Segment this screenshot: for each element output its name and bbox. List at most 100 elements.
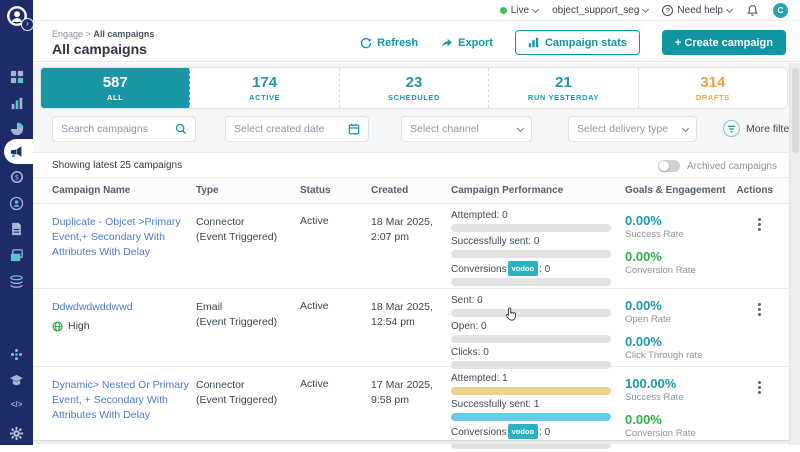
- apps-sparkle-icon[interactable]: [0, 348, 33, 361]
- col-campaign-name: Campaign Name: [52, 185, 131, 196]
- tab-all[interactable]: 587 ALL: [41, 68, 191, 108]
- scrollbar-thumb[interactable]: [792, 68, 799, 153]
- export-button[interactable]: Export: [440, 37, 493, 49]
- metric-label: Attempted: 1: [451, 373, 508, 384]
- developer-code-icon[interactable]: </>: [10, 400, 23, 409]
- user-avatar[interactable]: C: [773, 2, 788, 18]
- onsite-windows-icon[interactable]: [0, 248, 33, 263]
- status-value: Active: [300, 215, 329, 227]
- performance-bar[interactable]: [451, 224, 611, 232]
- campaigns-megaphone-icon[interactable]: [0, 144, 33, 159]
- page-header: Engage > All campaigns All campaigns Ref…: [33, 22, 800, 62]
- tab-run-yesterday[interactable]: 21 RUN YESTERDAY: [489, 68, 639, 108]
- settings-gear-icon[interactable]: [0, 426, 33, 441]
- need-help-menu[interactable]: ? Need help: [662, 4, 734, 16]
- goal-value: 0.00%: [625, 334, 662, 349]
- created-time: 12:54 pm: [371, 316, 415, 328]
- campaign-name-link[interactable]: Ddwdwdwddwwd: [52, 301, 133, 313]
- delivery-type-select[interactable]: Select delivery type: [568, 116, 697, 142]
- audience-target-icon[interactable]: [0, 196, 33, 211]
- topbar: Live object_support_seg ? Need help C: [33, 0, 800, 21]
- goal-badge: vodoo: [507, 424, 539, 439]
- bar-chart-icon: [528, 37, 539, 48]
- performance-bar[interactable]: [451, 250, 611, 258]
- row-actions-menu[interactable]: [747, 303, 771, 316]
- monetize-coin-icon[interactable]: $: [0, 170, 33, 184]
- search-icon: [175, 123, 187, 135]
- goal-label: Conversion Rate: [625, 265, 696, 276]
- goal-badge: vodoo: [507, 261, 539, 276]
- bell-icon: [747, 4, 758, 16]
- goal-label: Success Rate: [625, 229, 684, 240]
- table-row: Duplicate - Objcet >Primary Event,+ Seco…: [33, 204, 789, 289]
- created-date: 18 Mar 2025,: [371, 216, 433, 228]
- academy-cap-icon[interactable]: [0, 374, 33, 387]
- campaign-name-link[interactable]: Dynamic> Nested Or Primary Event, + Seco…: [52, 379, 189, 421]
- archived-campaigns-toggle[interactable]: [657, 160, 680, 172]
- performance-bar[interactable]: [451, 278, 611, 286]
- calendar-icon: [348, 123, 360, 135]
- metric-label: Attempted: 0: [451, 210, 508, 221]
- performance-bar[interactable]: [451, 413, 611, 421]
- list-meta-row: Showing latest 25 campaigns Archived cam…: [33, 152, 789, 178]
- row-actions-menu[interactable]: [747, 218, 771, 231]
- chevron-down-icon: [642, 5, 650, 13]
- status-tabs: 587 ALL 174 ACTIVE 23 SCHEDULED 21 RUN Y…: [40, 67, 788, 109]
- campaign-type-sub: (Event Triggered): [196, 231, 278, 243]
- tab-scheduled[interactable]: 23 SCHEDULED: [340, 68, 490, 108]
- horizontal-scrollbar[interactable]: [33, 440, 789, 444]
- performance-bar[interactable]: [451, 335, 611, 343]
- col-actions: Actions: [736, 185, 773, 196]
- environment-switcher[interactable]: Live: [499, 5, 540, 16]
- segments-pie-icon[interactable]: [0, 122, 33, 136]
- refresh-button[interactable]: Refresh: [360, 37, 418, 49]
- help-icon: ?: [662, 4, 674, 16]
- main-content: 587 ALL 174 ACTIVE 23 SCHEDULED 21 RUN Y…: [33, 63, 800, 449]
- metric-label: Sent: 0: [451, 295, 483, 306]
- dashboard-grid-icon[interactable]: [0, 70, 33, 84]
- vertical-scrollbar[interactable]: [789, 63, 800, 445]
- sidebar-expand-button[interactable]: ›: [21, 18, 34, 31]
- kebab-menu-icon: [757, 303, 761, 316]
- metric-label: Successfully sent: 0: [451, 236, 540, 247]
- notifications-button[interactable]: [746, 4, 759, 17]
- need-help-label: Need help: [677, 4, 723, 16]
- refresh-icon: [360, 37, 372, 48]
- create-campaign-button[interactable]: + Create campaign: [661, 30, 786, 55]
- channel-select[interactable]: Select channel: [401, 116, 532, 142]
- performance-bar[interactable]: [451, 387, 611, 395]
- templates-doc-icon[interactable]: [0, 222, 33, 236]
- metric-label: Open: 0: [451, 321, 487, 332]
- export-arrow-icon: [442, 38, 452, 47]
- breadcrumb-root[interactable]: Engage: [52, 29, 84, 39]
- analytics-bars-icon[interactable]: [0, 96, 33, 110]
- row-actions-menu[interactable]: [747, 381, 771, 394]
- priority-high-icon: [52, 320, 63, 332]
- live-status-dot: [499, 6, 507, 14]
- goal-value: 0.00%: [625, 298, 662, 313]
- table-row: Ddwdwdwddwwd High Email (Event Triggered…: [33, 289, 789, 369]
- campaign-type: Connector: [196, 216, 245, 228]
- archived-campaigns-label: Archived campaigns: [686, 160, 777, 172]
- more-filters-button[interactable]: More filters: [723, 120, 798, 137]
- campaign-name-link[interactable]: Duplicate - Objcet >Primary Event,+ Seco…: [52, 216, 181, 258]
- filter-funnel-icon: [723, 120, 740, 137]
- status-value: Active: [300, 300, 329, 312]
- campaign-table-body: Duplicate - Objcet >Primary Event,+ Seco…: [33, 204, 789, 449]
- tab-active[interactable]: 174 ACTIVE: [190, 68, 340, 108]
- data-stack-icon[interactable]: [0, 274, 33, 289]
- created-date-select[interactable]: Select created date: [225, 116, 369, 142]
- goal-value: 0.00%: [625, 412, 662, 427]
- breadcrumb-current: All campaigns: [93, 29, 155, 39]
- performance-bar[interactable]: [451, 361, 611, 369]
- priority-label: High: [68, 320, 90, 332]
- performance-bar[interactable]: [451, 309, 611, 317]
- kebab-menu-icon: [757, 218, 761, 231]
- search-campaigns-input[interactable]: Search campaigns: [52, 116, 196, 142]
- workspace-switcher[interactable]: object_support_seg: [552, 5, 650, 16]
- tab-drafts[interactable]: 314 DRAFTS: [695, 74, 730, 102]
- page-title: All campaigns: [52, 41, 147, 57]
- campaign-type-sub: (Event Triggered): [196, 394, 278, 406]
- campaign-stats-button[interactable]: Campaign stats: [514, 30, 640, 55]
- goal-value: 0.00%: [625, 213, 662, 228]
